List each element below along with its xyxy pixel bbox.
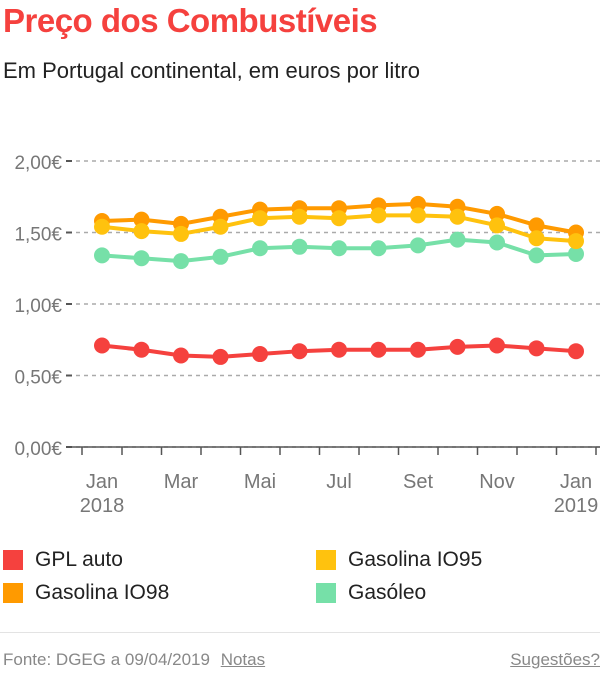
x-tick-label: Jan <box>560 471 592 493</box>
legend-item-io95: Gasolina IO95 <box>316 548 482 572</box>
x-tick-label: Jul <box>326 471 352 493</box>
legend-label: GPL auto <box>35 548 123 571</box>
data-point <box>568 245 584 262</box>
legend-label: Gasolina IO98 <box>35 581 170 604</box>
data-point <box>133 341 150 358</box>
data-point <box>173 253 189 270</box>
data-point <box>331 210 347 227</box>
data-point <box>410 207 426 224</box>
data-point <box>489 234 505 251</box>
data-point <box>489 217 505 234</box>
source-text: Fonte: DGEG a 09/04/2019 <box>3 650 210 669</box>
data-point <box>370 240 387 257</box>
data-point <box>370 207 387 224</box>
y-tick-label: 0,00€ <box>14 439 62 460</box>
data-point <box>331 240 347 257</box>
y-tick-label: 0,50€ <box>14 368 62 389</box>
data-point <box>528 247 545 264</box>
data-point <box>528 340 545 357</box>
data-point <box>528 230 545 247</box>
legend-swatch <box>316 550 336 570</box>
data-point <box>410 195 426 212</box>
x-tick-label: Set <box>403 471 433 493</box>
legend-label: Gasolina IO95 <box>348 548 483 571</box>
legend-label: Gasóleo <box>348 581 427 604</box>
legend-swatch <box>3 550 23 570</box>
y-tick-label: 1,00€ <box>14 296 62 317</box>
footer-divider <box>0 632 600 633</box>
data-point <box>252 240 268 257</box>
page-title: Preço dos Combustíveis <box>3 2 378 39</box>
footer-suggestions: Sugestões? <box>510 650 600 670</box>
data-point <box>94 218 110 235</box>
page-subtitle: Em Portugal continental, em euros por li… <box>3 58 420 83</box>
legend-item-io98: Gasolina IO98 <box>3 581 169 605</box>
notes-link[interactable]: Notas <box>220 650 266 669</box>
suggestions-link[interactable]: Sugestões? <box>510 650 600 669</box>
x-tick-label: Mai <box>244 471 276 493</box>
legend-swatch <box>316 583 336 603</box>
legend-swatch <box>3 583 23 603</box>
y-tick-label: 2,00€ <box>14 153 62 174</box>
data-point <box>212 248 229 265</box>
data-point <box>449 231 466 248</box>
data-point <box>449 338 466 355</box>
data-point <box>370 341 387 358</box>
x-tick-label: Mar <box>164 471 199 493</box>
data-point <box>410 237 426 254</box>
data-point <box>94 337 110 354</box>
x-tick-label-year: 2019 <box>554 495 599 517</box>
data-point <box>212 348 229 365</box>
y-tick-label: 1,50€ <box>14 225 62 246</box>
data-point <box>489 337 505 354</box>
data-point <box>212 218 229 235</box>
legend-item-gpl: GPL auto <box>3 548 123 572</box>
data-point <box>291 238 308 255</box>
data-point <box>133 223 150 240</box>
data-point <box>568 233 584 250</box>
data-point <box>331 341 347 358</box>
data-point <box>252 210 268 227</box>
data-point <box>410 341 426 358</box>
data-point <box>291 208 308 225</box>
data-point <box>252 346 268 363</box>
footer-source: Fonte: DGEG a 09/04/2019 Notas <box>3 650 265 670</box>
data-point <box>291 343 308 360</box>
data-point <box>94 247 110 264</box>
legend-item-gasoleo: Gasóleo <box>316 581 426 605</box>
data-point <box>133 211 150 228</box>
data-point <box>449 208 466 225</box>
data-point <box>173 347 189 364</box>
x-tick-label-year: 2018 <box>80 495 125 517</box>
x-tick-label: Jan <box>86 471 118 493</box>
x-tick-label: Nov <box>479 471 515 493</box>
data-point <box>133 250 150 267</box>
data-point <box>173 225 189 242</box>
data-point <box>528 217 545 234</box>
data-point <box>489 205 505 222</box>
data-point <box>568 343 584 360</box>
